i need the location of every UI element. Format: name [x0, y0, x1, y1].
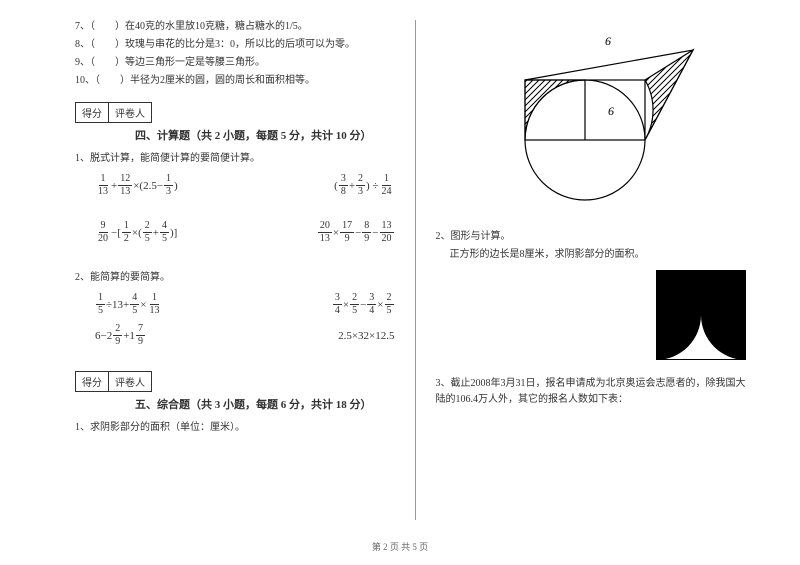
- tf-q8: 8、（ ）玫瑰与串花的比分是3：0，所以比的后项可以为零。: [75, 38, 395, 52]
- eq-row-4: 6−229+179 2.5×32×12.5: [95, 324, 395, 347]
- eq-3b: 34×25−34×25: [332, 293, 395, 316]
- section-4-title: 四、计算题（共 2 小题，每题 5 分，共计 10 分）: [135, 127, 395, 143]
- eq-4a: 6−229+179: [95, 324, 146, 347]
- figure-1-svg: 6 6: [475, 30, 715, 210]
- tf-q7: 7、（ ）在40克的水里放10克糖，糖占糖水的1/5。: [75, 20, 395, 34]
- score-label-5: 得分: [75, 371, 109, 392]
- tf-q9: 9、（ ）等边三角形一定是等腰三角形。: [75, 56, 395, 70]
- page-container: 7、（ ）在40克的水里放10克糖，糖占糖水的1/5。 8、（ ）玫瑰与串花的比…: [0, 0, 800, 520]
- eq-row-3: 15÷13+45×113 34×25−34×25: [95, 293, 395, 316]
- eq-row-1: 113+1213×(2.5−13) (38 + 23) ÷ 124: [95, 174, 395, 197]
- figure-2-svg: [656, 270, 746, 360]
- grader-label-5: 评卷人: [109, 371, 152, 392]
- eq-2a: 920−[12×(25+45)]: [95, 221, 177, 244]
- q2-sub: 正方形的边长是8厘米，求阴影部分的面积。: [450, 248, 756, 262]
- column-divider: [415, 20, 416, 520]
- q2-line: 2、图形与计算。: [436, 230, 756, 244]
- section-5-title: 五、综合题（共 3 小题，每题 6 分，共计 18 分）: [135, 396, 395, 412]
- eq-row-2: 920−[12×(25+45)] 2013×179−89−1320: [95, 221, 395, 244]
- fig1-label-top: 6: [605, 34, 611, 48]
- eq-1b: (38 + 23) ÷ 124: [334, 174, 394, 197]
- score-box-4: 得分 评卷人: [75, 102, 395, 123]
- left-column: 7、（ ）在40克的水里放10克糖，糖占糖水的1/5。 8、（ ）玫瑰与串花的比…: [60, 20, 410, 520]
- eq-3a: 15÷13+45×113: [95, 293, 162, 316]
- section-4-sub1: 1、脱式计算，能简便计算的要简便计算。: [75, 149, 395, 164]
- tf-q10: 10、（ ）半径为2厘米的圆，圆的周长和面积相等。: [75, 74, 395, 88]
- grader-label: 评卷人: [109, 102, 152, 123]
- section-5-sub1: 1、求阴影部分的面积（单位：厘米）。: [75, 418, 395, 433]
- eq-1a: 113+1213×(2.5−13): [95, 174, 178, 197]
- figure-1: 6 6: [475, 30, 715, 210]
- page-footer: 第 2 页 共 5 页: [0, 540, 800, 553]
- right-column: 6 6 2、图形与计算。 正方形的边长是8厘米，求阴影部分的面积。 3、截止20…: [421, 20, 771, 520]
- eq-4b: 2.5×32×12.5: [338, 330, 394, 342]
- figure-2: [656, 270, 746, 360]
- section-4-sub2: 2、能简算的要简算。: [75, 268, 395, 283]
- eq-2b: 2013×179−89−1320: [317, 221, 395, 244]
- fig1-label-mid: 6: [608, 104, 614, 118]
- score-box-5: 得分 评卷人: [75, 371, 395, 392]
- q3-line: 3、截止2008年3月31日，报名申请成为北京奥运会志愿者的，除我国大陆的106…: [436, 376, 756, 408]
- score-label: 得分: [75, 102, 109, 123]
